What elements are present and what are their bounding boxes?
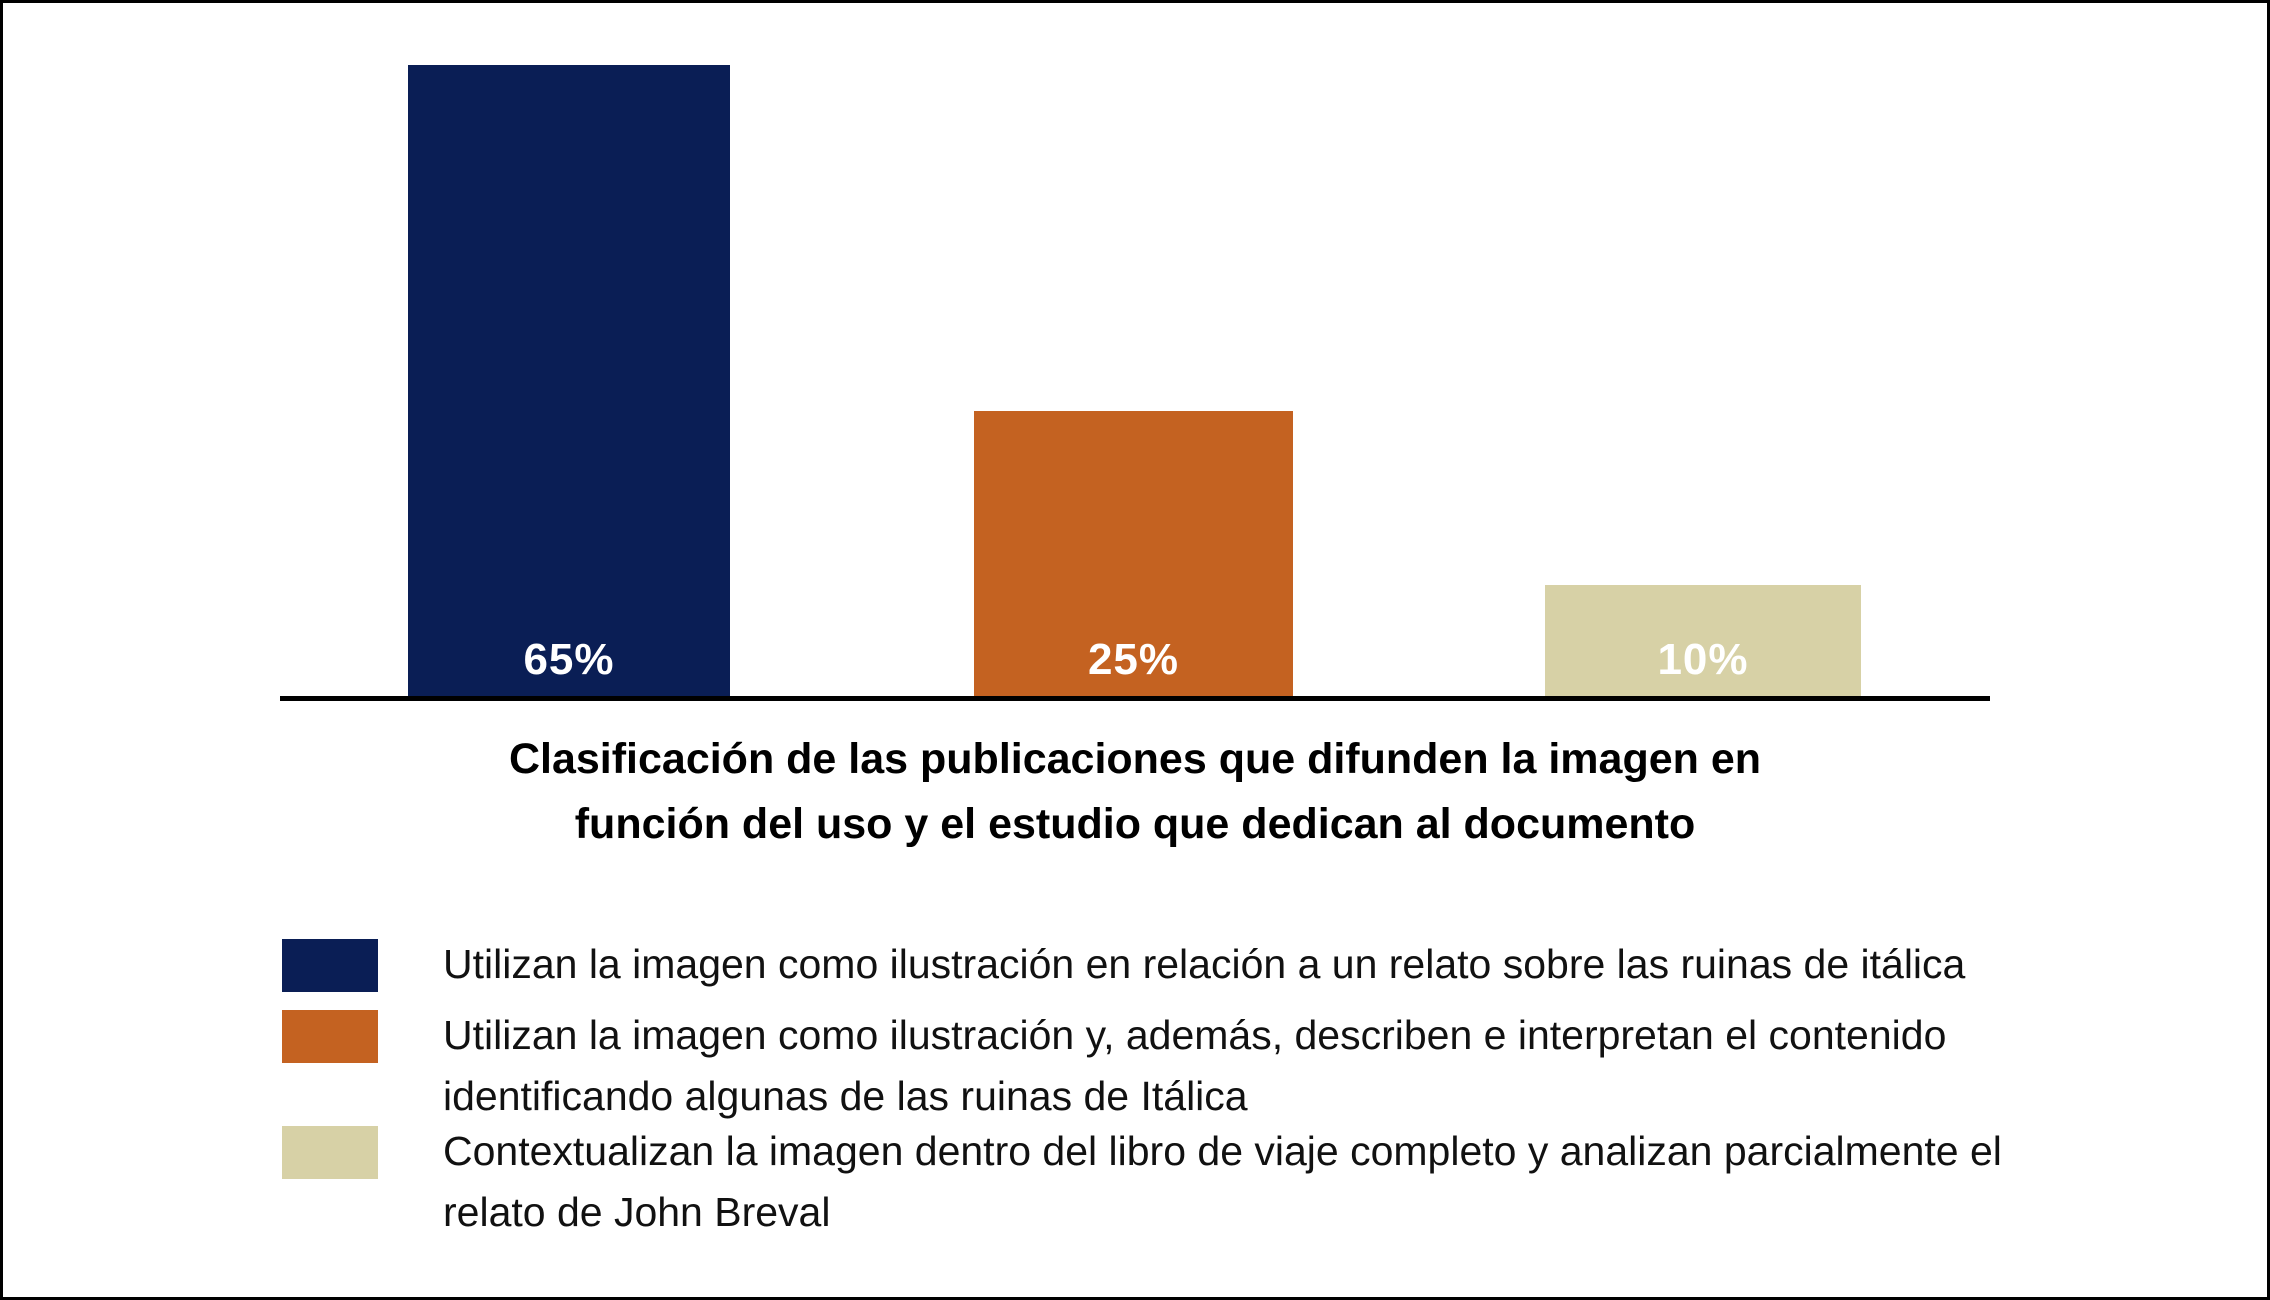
chart-title: Clasificación de las publicaciones que d…: [280, 727, 1990, 857]
legend-label-line: Utilizan la imagen como ilustración en r…: [443, 941, 1966, 987]
x-axis-baseline: [280, 696, 1990, 701]
bar-value-label-65: 65%: [523, 635, 615, 684]
bar-navy-65: 65%: [408, 65, 730, 696]
legend-label-line: Utilizan la imagen como ilustración y, a…: [443, 1012, 1947, 1058]
bar-beige-10: 10%: [1545, 585, 1861, 696]
bar-value-label-25: 25%: [1087, 635, 1180, 684]
legend-item-illustration-interpretation: Utilizan la imagen como ilustración y, a…: [282, 1005, 1946, 1127]
legend-swatch-navy: [282, 939, 378, 992]
legend-item-contextualization: Contextualizan la imagen dentro del libr…: [282, 1121, 2002, 1243]
chart-title-line-2: función del uso y el estudio que dedican…: [574, 800, 1696, 848]
chart-title-line-1: Clasificación de las publicaciones que d…: [508, 735, 1762, 783]
legend-label: Utilizan la imagen como ilustración en r…: [443, 934, 1965, 995]
bar-value-label-10: 10%: [1657, 635, 1749, 684]
legend-item-illustration: Utilizan la imagen como ilustración en r…: [282, 934, 1965, 995]
bar-orange-25: 25%: [974, 411, 1293, 696]
legend-label-line: identificando algunas de las ruinas de I…: [443, 1073, 1248, 1119]
legend-swatch-orange: [282, 1010, 378, 1063]
legend-label-line: Contextualizan la imagen dentro del libr…: [443, 1128, 2002, 1174]
legend-label: Contextualizan la imagen dentro del libr…: [443, 1121, 2002, 1243]
legend-label: Utilizan la imagen como ilustración y, a…: [443, 1005, 1946, 1127]
legend-label-line: relato de John Breval: [443, 1189, 831, 1235]
legend-swatch-beige: [282, 1126, 378, 1179]
